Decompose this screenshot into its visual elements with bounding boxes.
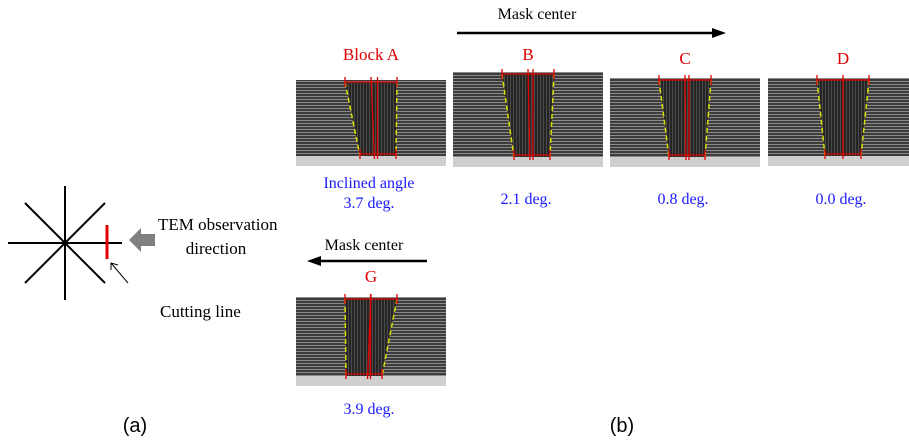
angle-label: 3.7 deg. [343, 195, 394, 212]
block-label: G [365, 267, 377, 286]
sem-image [296, 294, 446, 386]
substrate [610, 157, 760, 167]
caption: (b) [610, 415, 634, 437]
angle-note: Inclined angle [323, 175, 414, 192]
sem-image [768, 75, 909, 166]
observation-label: TEM observation [158, 215, 278, 234]
angle-label: 0.0 deg. [815, 191, 866, 208]
figure: TEM observation direction Cutting line (… [0, 0, 909, 440]
substrate [453, 157, 603, 167]
block-label: D [837, 49, 849, 68]
caption: (a) [123, 415, 147, 437]
angle-label: 3.9 deg. [343, 401, 394, 418]
sem-image [453, 69, 603, 167]
block-label: Block A [343, 45, 400, 64]
substrate [296, 156, 446, 166]
star-diagram [8, 186, 122, 300]
arrow-label: Mask center [325, 237, 404, 254]
cutting-pointer [111, 263, 128, 283]
block-label: B [522, 45, 533, 64]
observation-label: direction [186, 239, 247, 258]
cutting-line-label: Cutting line [160, 302, 241, 321]
angle-label: 0.8 deg. [657, 191, 708, 208]
mask-arrow [457, 28, 726, 38]
substrate [768, 156, 909, 166]
block-label: C [679, 49, 690, 68]
sem-image [610, 75, 760, 167]
observation-arrow [129, 228, 155, 252]
angle-label: 2.1 deg. [500, 191, 551, 208]
sem-image [296, 77, 446, 166]
mask-arrow [307, 256, 427, 266]
arrow-label: Mask center [498, 6, 577, 23]
